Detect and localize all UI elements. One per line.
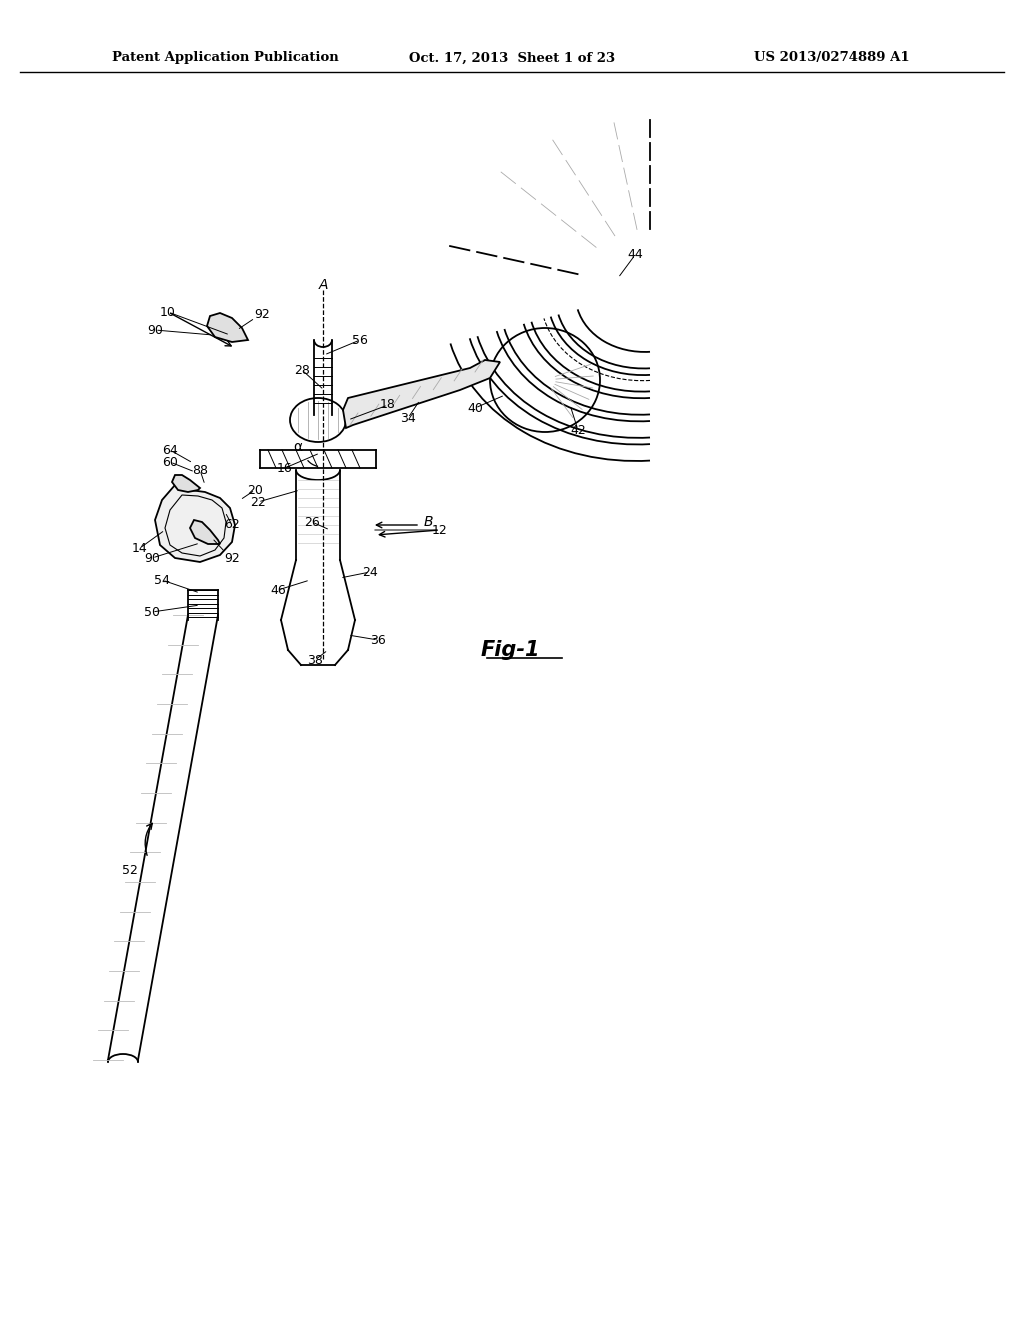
Text: α: α [294, 440, 302, 454]
Text: 64: 64 [162, 444, 178, 457]
Polygon shape [155, 484, 234, 562]
Text: 52: 52 [122, 863, 138, 876]
Text: Patent Application Publication: Patent Application Publication [112, 51, 339, 65]
Text: 50: 50 [144, 606, 160, 619]
Text: 62: 62 [224, 519, 240, 532]
Text: 34: 34 [400, 412, 416, 425]
Text: Fig-1: Fig-1 [480, 640, 540, 660]
Polygon shape [207, 313, 248, 342]
Polygon shape [343, 360, 500, 428]
Text: 10: 10 [160, 305, 176, 318]
Polygon shape [172, 475, 200, 492]
Text: 88: 88 [193, 463, 208, 477]
Text: 26: 26 [304, 516, 319, 528]
Text: 40: 40 [467, 401, 483, 414]
Text: 36: 36 [370, 634, 386, 647]
Text: 54: 54 [154, 573, 170, 586]
Text: 46: 46 [270, 583, 286, 597]
Text: 90: 90 [147, 323, 163, 337]
Text: 14: 14 [132, 541, 147, 554]
Text: 28: 28 [294, 363, 310, 376]
Text: 20: 20 [247, 483, 263, 496]
Text: Oct. 17, 2013  Sheet 1 of 23: Oct. 17, 2013 Sheet 1 of 23 [409, 51, 615, 65]
Text: A: A [318, 279, 328, 292]
Text: 24: 24 [362, 565, 378, 578]
Text: 38: 38 [307, 653, 323, 667]
Text: 16: 16 [278, 462, 293, 474]
Text: US 2013/0274889 A1: US 2013/0274889 A1 [755, 51, 910, 65]
Text: 56: 56 [352, 334, 368, 346]
Text: B: B [423, 515, 433, 529]
Text: 90: 90 [144, 552, 160, 565]
Text: 22: 22 [250, 495, 266, 508]
Text: 92: 92 [254, 308, 270, 321]
Text: 92: 92 [224, 552, 240, 565]
Polygon shape [190, 520, 220, 544]
Text: 18: 18 [380, 399, 396, 412]
Text: 12: 12 [432, 524, 447, 536]
Text: 44: 44 [627, 248, 643, 261]
Text: 60: 60 [162, 455, 178, 469]
Text: 42: 42 [570, 424, 586, 437]
